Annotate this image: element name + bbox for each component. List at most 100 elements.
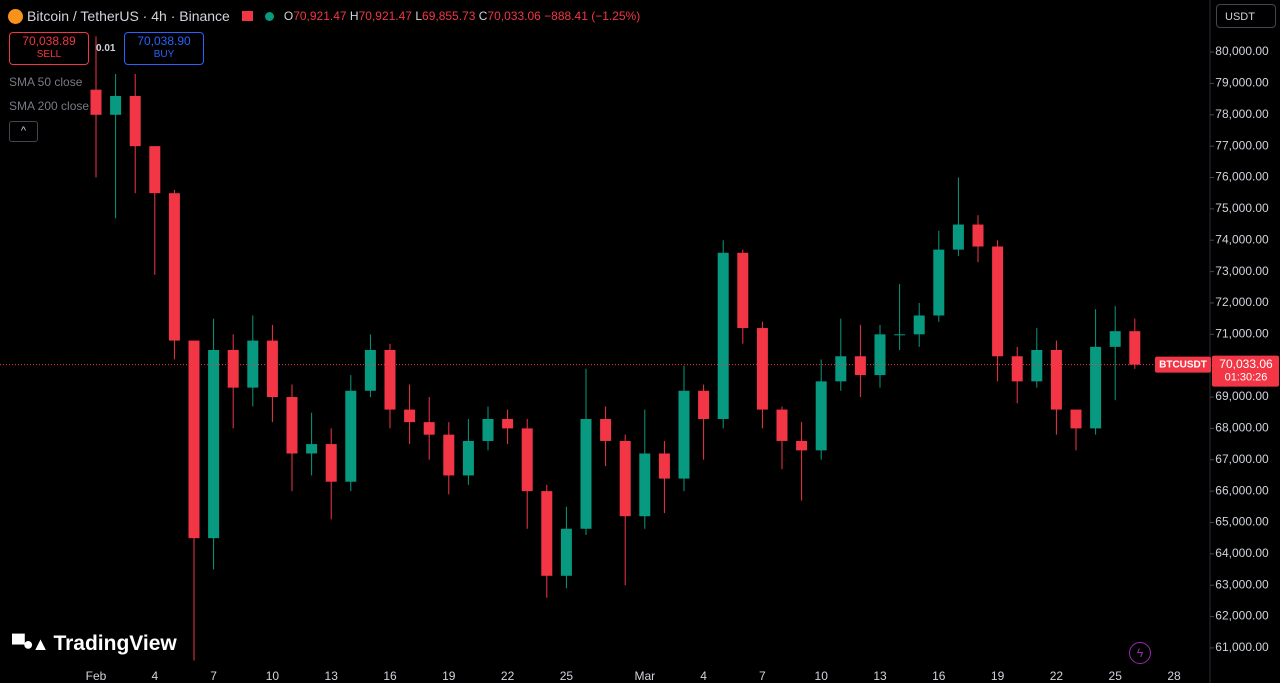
x-tick-label: 22: [1050, 669, 1064, 683]
candle-body: [345, 390, 357, 482]
candle-body: [266, 340, 278, 398]
candle-body: [286, 397, 298, 454]
x-tick-label: 10: [266, 669, 280, 683]
candle-body: [1109, 331, 1121, 347]
candle-body: [364, 349, 376, 391]
y-tick-label: 61,000.00: [1215, 640, 1269, 654]
y-tick-label: 66,000.00: [1215, 483, 1269, 497]
candle-body: [129, 95, 141, 147]
ohlc: O70,921.47 H70,921.47 L69,855.73 C70,033…: [284, 9, 640, 23]
candle-body: [972, 224, 984, 247]
x-tick-label: 16: [383, 669, 397, 683]
x-tick-label: 7: [210, 669, 217, 683]
buy-price: 70,038.90: [137, 34, 191, 48]
candle-body: [580, 418, 592, 529]
candle-body: [717, 252, 729, 419]
y-tick-label: 64,000.00: [1215, 546, 1269, 560]
candle-body: [560, 528, 572, 576]
candle-body: [1129, 331, 1141, 365]
candle-body: [835, 356, 847, 382]
h-val: 70,921.47: [358, 9, 412, 23]
candle-body: [600, 418, 612, 441]
candle-body: [90, 89, 102, 115]
y-tick-label: 73,000.00: [1215, 264, 1269, 278]
candle-body: [1031, 349, 1043, 382]
indicator[interactable]: SMA 200 close: [9, 99, 90, 113]
y-tick-label: 72,000.00: [1215, 295, 1269, 309]
symbol-tag-text: BTCUSDT: [1159, 359, 1207, 370]
x-tick-label: 28: [1167, 669, 1181, 683]
x-tick-label: 13: [873, 669, 887, 683]
candle-body: [639, 453, 651, 517]
brand-logo: ▀●▲: [12, 633, 49, 654]
candle-body: [737, 252, 749, 329]
x-tick-label: 19: [991, 669, 1005, 683]
o-val: 70,921.47: [293, 9, 347, 23]
x-tick-label: 22: [501, 669, 515, 683]
change: −888.41 (−1.25%): [544, 9, 641, 23]
y-tick-label: 65,000.00: [1215, 515, 1269, 529]
y-tick-label: 80,000.00: [1215, 44, 1269, 58]
y-tick-label: 69,000.00: [1215, 389, 1269, 403]
candle-body: [658, 453, 670, 479]
candle-body: [149, 146, 161, 194]
x-tick-label: 10: [815, 669, 829, 683]
indicator[interactable]: SMA 50 close: [9, 75, 83, 89]
candle-body: [168, 193, 180, 341]
candle-body: [443, 434, 455, 476]
candle-body: [913, 315, 925, 335]
y-tick-label: 77,000.00: [1215, 138, 1269, 152]
candle-body: [1070, 409, 1082, 429]
x-tick-label: 16: [932, 669, 946, 683]
legend-header: Bitcoin / TetherUS · 4h · Binance O70,92…: [8, 8, 640, 24]
candle-body: [384, 349, 396, 410]
o-key: O: [283, 9, 294, 23]
buy-button[interactable]: 70,038.90 BUY: [124, 32, 204, 65]
x-tick-label: 4: [700, 669, 707, 683]
spread: 0.01: [96, 43, 116, 54]
candle-body: [1090, 346, 1102, 429]
candle-body: [894, 334, 906, 336]
y-tick-label: 71,000.00: [1215, 326, 1269, 340]
candle-body: [462, 440, 474, 476]
y-tick-label: 63,000.00: [1215, 577, 1269, 591]
candle-body: [208, 349, 220, 539]
coin-icon: [8, 8, 23, 24]
x-tick-label: Mar: [634, 669, 655, 683]
candle-body: [1050, 349, 1062, 410]
candle-body: [482, 418, 494, 441]
brand-name: TradingView: [53, 632, 177, 655]
candle-body: [874, 334, 886, 376]
price-tag-price: 70,033.06: [1219, 357, 1273, 371]
candle-body: [404, 409, 416, 423]
sell-button[interactable]: 70,038.89 SELL: [9, 32, 89, 65]
c-key: C: [478, 9, 488, 23]
y-tick-label: 74,000.00: [1215, 232, 1269, 246]
candle-body: [502, 418, 514, 429]
buy-label: BUY: [153, 49, 175, 60]
symbol-tag: [1155, 356, 1211, 373]
candle-body: [247, 340, 259, 388]
sell-price: 70,038.89: [22, 34, 76, 48]
candle-body: [698, 390, 710, 419]
lightning-button[interactable]: ϟ: [1129, 642, 1151, 664]
x-tick-label: 19: [442, 669, 456, 683]
x-tick-label: 13: [325, 669, 339, 683]
symbol[interactable]: Bitcoin / TetherUS · 4h · Binance: [27, 8, 230, 24]
y-tick-label: 78,000.00: [1215, 107, 1269, 121]
h-key: H: [349, 9, 359, 23]
y-tick-label: 75,000.00: [1215, 201, 1269, 215]
y-tick-label: 68,000.00: [1215, 421, 1269, 435]
currency: USDT: [1225, 11, 1255, 23]
x-tick-label: Feb: [86, 669, 107, 683]
collapse-button[interactable]: ^: [9, 121, 38, 142]
flag[interactable]: [241, 11, 253, 21]
candle-body: [541, 491, 553, 576]
l-key: L: [415, 9, 423, 23]
price-tag-countdown: 01:30:26: [1225, 372, 1268, 384]
x-tick-label: 25: [560, 669, 574, 683]
currency-select[interactable]: USDT: [1216, 4, 1276, 28]
candle-body: [423, 422, 435, 435]
